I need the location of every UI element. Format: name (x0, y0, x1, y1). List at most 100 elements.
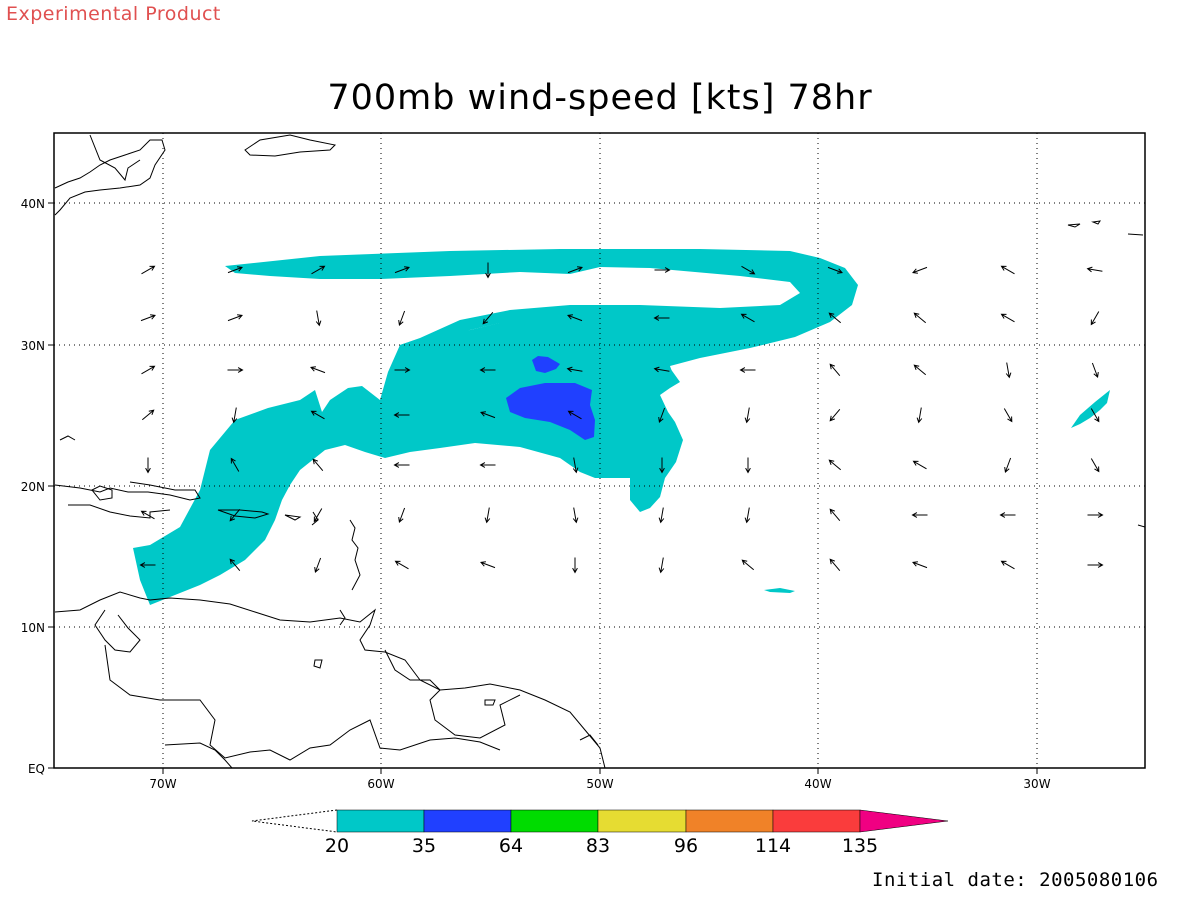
wind-arrow (658, 557, 665, 574)
wind-arrow (829, 408, 841, 422)
blue-spot (532, 356, 560, 373)
colorbar-swatch (772, 809, 861, 833)
axis-ticks (48, 202, 1038, 774)
wind-arrow (311, 265, 326, 275)
wind-arrow (145, 457, 151, 474)
lat-label: EQ (28, 762, 45, 776)
wind-arrow (310, 366, 326, 374)
wind-arrow (140, 510, 155, 520)
lat-label: 20N (21, 480, 45, 494)
experimental-product-label: Experimental Product (6, 3, 221, 25)
lon-label: 70W (149, 777, 176, 791)
cyan-main (133, 318, 683, 605)
wind-arrow (484, 507, 491, 524)
wind-arrow (139, 562, 156, 568)
wind-arrow (231, 407, 238, 424)
colorbar-label: 114 (755, 835, 791, 857)
wind-arrow (653, 366, 670, 373)
wind-arrow (1000, 560, 1015, 570)
wind-arrow (912, 460, 927, 470)
colorbar-label: 83 (586, 835, 610, 857)
wind-arrow (739, 367, 756, 373)
cyan-patch-east (1071, 390, 1110, 428)
wind-arrow (567, 266, 583, 274)
colorbar-swatch (510, 809, 599, 833)
wind-arrow (141, 365, 156, 375)
wind-arrow (394, 367, 411, 373)
wind-arrow (227, 314, 243, 322)
wind-arrow (740, 313, 755, 323)
lat-label: 30N (21, 339, 45, 353)
wind-arrow (315, 310, 322, 327)
wind-arrow (572, 507, 579, 524)
wind-arrow (912, 266, 928, 274)
colorbar-swatch (685, 809, 774, 833)
wind-arrow (229, 508, 241, 522)
cyan-sliver (764, 588, 795, 593)
colorbar-swatch (423, 809, 512, 833)
colorbar-right-triangle (859, 809, 949, 833)
wind-arrow (313, 508, 323, 523)
wind-arrow (567, 314, 583, 322)
wind-arrow (1087, 512, 1104, 518)
wind-arrow (314, 557, 322, 573)
wind-arrow (999, 512, 1016, 518)
wind-arrow (480, 411, 496, 419)
wind-arrow (572, 557, 578, 574)
wind-arrow (1004, 457, 1012, 473)
wind-arrow (482, 311, 494, 325)
colorbar-label: 20 (325, 835, 349, 857)
wind-arrow (829, 363, 841, 377)
wind-arrow (479, 462, 496, 468)
map-grid (54, 133, 1145, 768)
colorbar-label: 96 (674, 835, 698, 857)
wind-arrow (480, 561, 496, 569)
wind-arrow (227, 367, 244, 373)
wind-arrow (1091, 362, 1099, 378)
wind-arrow (827, 266, 843, 274)
wind-arrow (659, 457, 665, 474)
colorbar-swatch (597, 809, 687, 833)
blue-core (506, 383, 595, 440)
wind-arrow (393, 412, 410, 418)
lon-label: 40W (804, 777, 831, 791)
lon-label: 60W (367, 777, 394, 791)
wind-arrow (398, 507, 406, 523)
wind-arrow (653, 315, 670, 321)
wind-arrow (230, 457, 240, 472)
wind-arrow (229, 558, 241, 572)
wind-arrow (566, 366, 583, 373)
wind-arrow (567, 410, 582, 420)
lat-label: 40N (21, 197, 45, 211)
wind-arrow (829, 508, 841, 522)
wind-arrow (1000, 265, 1015, 275)
wind-arrow (1090, 408, 1100, 423)
wind-arrow (1090, 458, 1100, 473)
wind-arrow (1086, 266, 1103, 273)
wind-arrow (1000, 313, 1015, 323)
initial-date: Initial date: 2005080106 (872, 869, 1159, 891)
colorbar: 20 35 64 83 96 114 135 (251, 809, 949, 857)
wind-arrow (828, 312, 842, 324)
wind-speed-shading (133, 249, 1110, 605)
wind-arrow (658, 407, 666, 423)
cyan-band-north (225, 249, 858, 380)
map-title: 700mb wind-speed [kts] 78hr (327, 78, 873, 118)
wind-arrow (310, 410, 325, 420)
colorbar-label: 35 (412, 835, 436, 857)
wind-arrow (658, 507, 665, 524)
lat-label: 10N (21, 621, 45, 635)
wind-arrow (911, 512, 928, 518)
colorbar-swatch (336, 809, 425, 833)
lat-labels: 40N 30N 20N 10N EQ (21, 197, 45, 776)
wind-arrow (393, 462, 410, 468)
wind-arrow (227, 266, 243, 274)
wind-arrow (485, 262, 491, 279)
lon-label: 50W (586, 777, 613, 791)
wind-arrow (744, 507, 751, 524)
wind-arrow (572, 457, 579, 474)
wind-arrow (398, 310, 406, 326)
wind-arrow (741, 265, 756, 275)
wind-vectors (139, 262, 1104, 574)
